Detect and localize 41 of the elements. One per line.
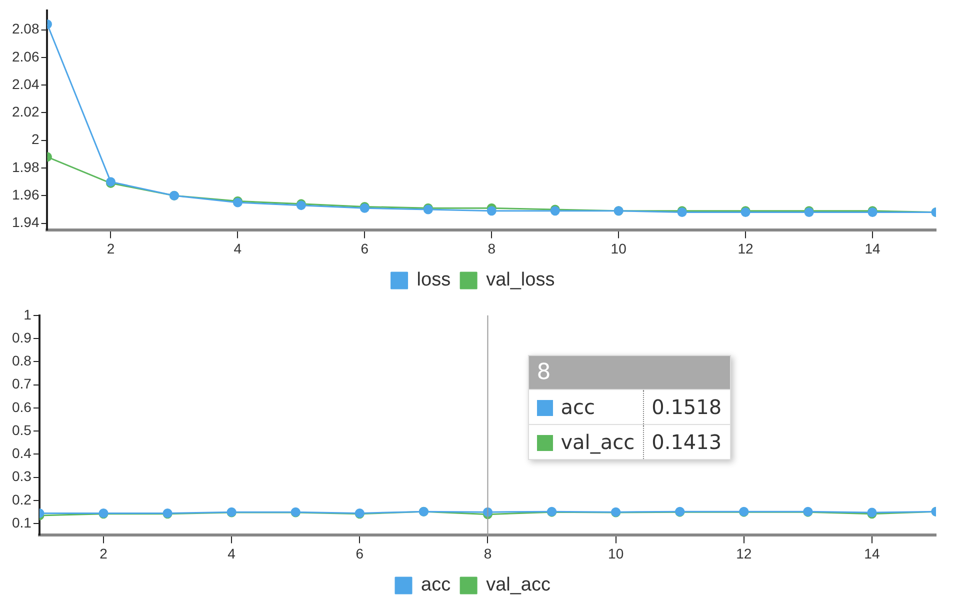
text: val_acc <box>486 574 550 596</box>
y-tick-label: 0.1 <box>12 514 32 530</box>
legend-label: val_loss <box>486 270 555 291</box>
x-tick-label: 6 <box>360 240 369 256</box>
x-tick-label: 6 <box>356 545 364 562</box>
y-tick-label: 2.04 <box>12 76 40 92</box>
x-tick-label: 10 <box>610 240 627 256</box>
y-tick-label: 0.2 <box>12 491 32 508</box>
x-tick-label: 4 <box>234 240 242 256</box>
x-tick-label: 8 <box>488 240 496 256</box>
y-tick-label: 0.8 <box>12 352 32 369</box>
y-tick-label: 0.7 <box>12 376 32 392</box>
y-tick-label: 1.96 <box>12 186 40 202</box>
y-tick-label: 2 <box>31 131 40 148</box>
x-tick-label: 14 <box>864 240 881 256</box>
x-tick-label: 12 <box>736 545 752 562</box>
legend-label: val_acc <box>528 424 644 460</box>
y-tick-label: 0.4 <box>12 445 32 462</box>
x-tick-label: 10 <box>608 545 624 562</box>
y-tick-label: 0.9 <box>12 329 32 346</box>
x-tick-label: 2 <box>106 240 115 256</box>
annotation: 8 <box>528 356 730 390</box>
annotation: 0.1413 <box>643 424 730 460</box>
y-tick-label: 2.08 <box>12 20 40 37</box>
annotation: 0.1518 <box>643 390 730 425</box>
y-tick-label: 1 <box>24 306 32 322</box>
legend-label: acc <box>421 574 451 596</box>
y-tick-label: 1.98 <box>12 158 40 175</box>
y-tick-label: 1.94 <box>12 214 40 230</box>
y-tick-label: 0.3 <box>12 468 32 484</box>
y-tick-label: 2.06 <box>12 48 40 64</box>
text: acc <box>560 395 595 420</box>
y-tick-label: 2.02 <box>12 104 40 120</box>
x-tick-label: 12 <box>738 240 754 256</box>
x-tick-label: 4 <box>228 545 236 562</box>
x-tick-label: 8 <box>484 545 492 562</box>
x-tick-label: 14 <box>864 545 880 562</box>
legend-label: loss <box>416 270 451 291</box>
y-tick-label: 0.5 <box>12 422 32 438</box>
y-tick-label: 0.6 <box>12 398 32 415</box>
x-tick-label: 2 <box>100 545 108 562</box>
